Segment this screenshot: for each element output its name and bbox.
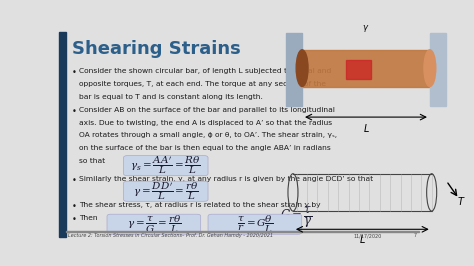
Text: OA rotates through a small angle, ϕ or θ, to OA’. The shear strain, γₛ,: OA rotates through a small angle, ϕ or θ… [80, 132, 337, 139]
Text: axis. Due to twisting, the end A is displaced to A’ so that the radius: axis. Due to twisting, the end A is disp… [80, 120, 333, 126]
Text: •: • [72, 68, 77, 77]
Text: Then: Then [80, 215, 98, 221]
Bar [302, 50, 430, 86]
Text: L: L [363, 124, 369, 134]
Ellipse shape [424, 50, 436, 86]
Bar [346, 60, 372, 79]
FancyBboxPatch shape [107, 214, 201, 234]
Ellipse shape [296, 50, 308, 86]
Bar [286, 33, 302, 106]
Text: Consider AB on the surface of the bar and parallel to its longitudinal: Consider AB on the surface of the bar an… [80, 107, 335, 113]
Text: $G = \dfrac{\tau}{\gamma}$: $G = \dfrac{\tau}{\gamma}$ [280, 204, 312, 230]
Text: •: • [72, 215, 77, 224]
Text: so that: so that [80, 158, 106, 164]
Text: Similarly the shear strain, γ, at any radius r is given by the angle DCD’ so tha: Similarly the shear strain, γ, at any ra… [80, 176, 374, 182]
Bar [66, 231, 419, 232]
Text: •: • [72, 176, 77, 185]
Text: The shear stress, τ, at radius r is related to the shear strain γ by: The shear stress, τ, at radius r is rela… [80, 202, 321, 208]
Text: L: L [360, 235, 365, 245]
Text: on the surface of the bar is then equal to the angle ABA’ in radians: on the surface of the bar is then equal … [80, 146, 331, 151]
FancyBboxPatch shape [208, 214, 301, 234]
Text: $\dfrac{\tau}{r} = G\dfrac{\theta}{L}$: $\dfrac{\tau}{r} = G\dfrac{\theta}{L}$ [237, 213, 273, 235]
Text: Shearing Strains: Shearing Strains [72, 40, 241, 58]
Text: bar is equal to T and is constant along its length.: bar is equal to T and is constant along … [80, 94, 264, 99]
Text: Lecture 2: Torsion Stresses in Circular Sections– Prof. Dr. Gehan Hamdy - 2020/2: Lecture 2: Torsion Stresses in Circular … [68, 233, 273, 238]
Text: opposite torques, T, at each end. The torque at any section of the: opposite torques, T, at each end. The to… [80, 81, 327, 87]
Text: $\gamma = \dfrac{\tau}{G} = \dfrac{r\theta}{L}$: $\gamma = \dfrac{\tau}{G} = \dfrac{r\the… [127, 213, 181, 235]
Text: 7: 7 [414, 233, 417, 238]
Text: •: • [72, 202, 77, 211]
Bar [430, 33, 447, 106]
FancyBboxPatch shape [124, 156, 208, 176]
Text: •: • [72, 107, 77, 116]
Text: $\gamma = \dfrac{DD'}{L} = \dfrac{r\theta}{L}$: $\gamma = \dfrac{DD'}{L} = \dfrac{r\thet… [133, 180, 199, 202]
Text: $T$: $T$ [456, 195, 465, 207]
Bar [59, 32, 66, 237]
Text: $\gamma$: $\gamma$ [362, 23, 370, 34]
Text: 11/17/2020: 11/17/2020 [353, 233, 382, 238]
FancyBboxPatch shape [124, 181, 208, 201]
Text: $\gamma_s = \dfrac{AA'}{L} = \dfrac{R\theta}{L}$: $\gamma_s = \dfrac{AA'}{L} = \dfrac{R\th… [130, 155, 201, 176]
Text: Consider the shown circular bar, of length L subjected to equal and: Consider the shown circular bar, of leng… [80, 68, 332, 74]
